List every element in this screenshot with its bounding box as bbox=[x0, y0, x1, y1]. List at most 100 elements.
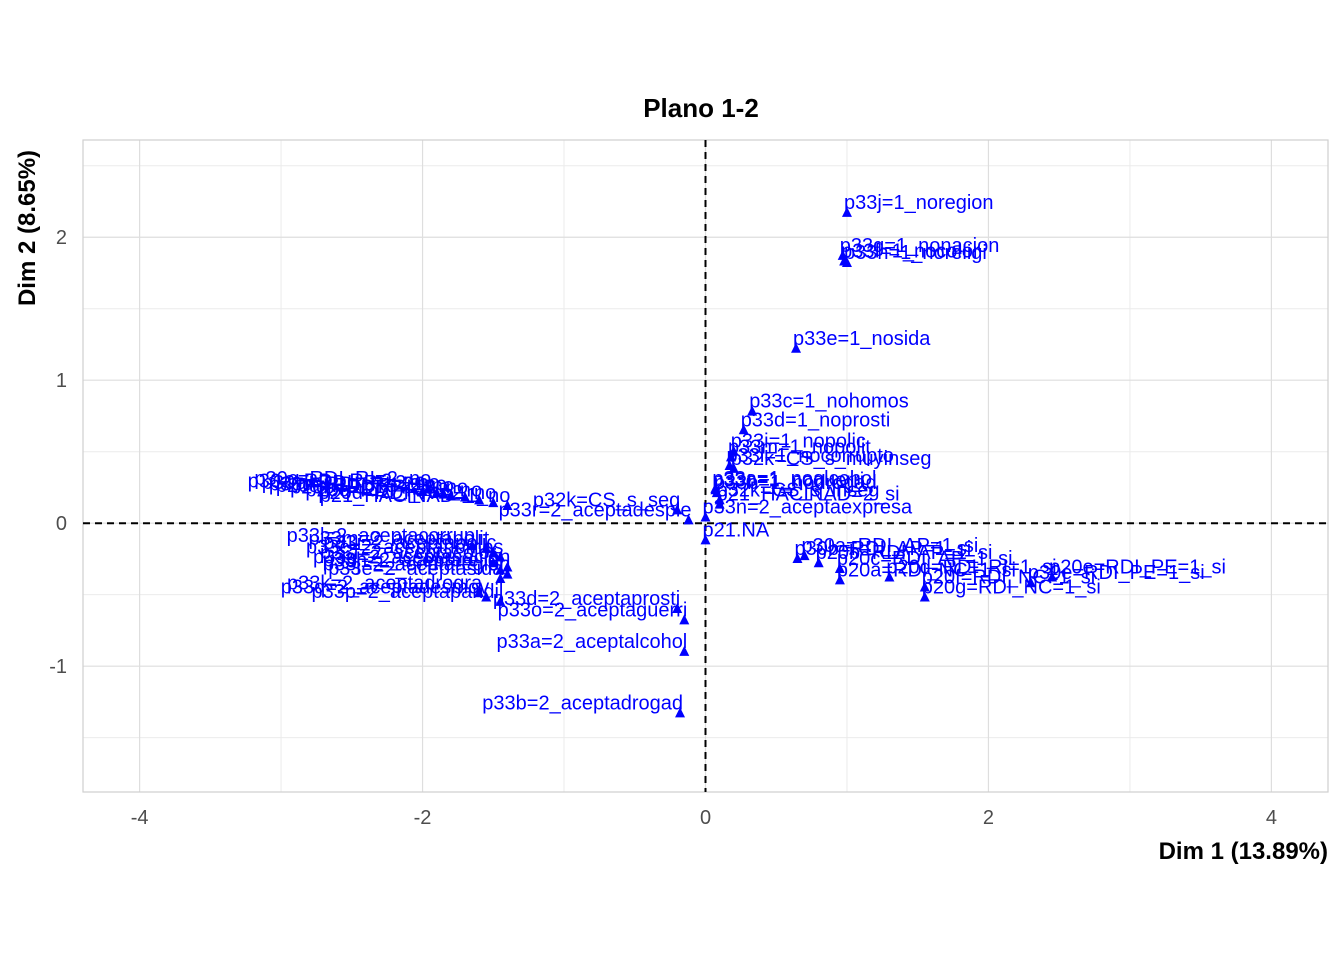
point-markers bbox=[417, 206, 1058, 718]
point-label: p20c=RDI_RI=2_no bbox=[305, 479, 482, 501]
point-marker bbox=[725, 451, 736, 462]
point-marker bbox=[495, 564, 506, 575]
point-marker bbox=[841, 206, 852, 217]
point-marker bbox=[813, 557, 824, 568]
x-tick-label: 0 bbox=[700, 807, 711, 829]
point-label: p20a=RDI_NC=1_si bbox=[837, 559, 1016, 581]
x-tick-label: 2 bbox=[983, 807, 994, 829]
point-label: p33f=1_nocolor bbox=[841, 241, 980, 263]
point-marker bbox=[467, 540, 478, 551]
point-marker bbox=[488, 557, 499, 568]
tick-labels: -4 -2 0 2 4 -1 0 1 2 bbox=[49, 227, 1277, 829]
point-marker bbox=[711, 487, 722, 498]
point-marker bbox=[791, 342, 802, 353]
point-label: p20c=RDI_AP=1_si bbox=[837, 548, 1013, 570]
point-marker bbox=[672, 504, 683, 515]
reference-lines bbox=[83, 140, 1328, 792]
point-marker bbox=[417, 485, 428, 496]
point-label: p33e=2_aceptasida bbox=[328, 558, 504, 580]
x-tick-label: -4 bbox=[131, 807, 149, 829]
point-label: p20e=RDI_PE=1_si bbox=[1049, 557, 1226, 579]
point-marker bbox=[502, 568, 513, 579]
point-marker bbox=[672, 602, 683, 613]
point-label: p33n=2_aceptaexpresa bbox=[703, 496, 913, 518]
point-label: p20b=RDI_AP=1_si bbox=[816, 542, 993, 564]
y-axis-title: Dim 2 (8.65%) bbox=[14, 150, 41, 306]
point-marker bbox=[495, 551, 506, 562]
point-label: p20d=RDI_RI=2_no bbox=[318, 482, 496, 504]
point-marker bbox=[919, 581, 930, 592]
point-marker bbox=[792, 552, 803, 563]
point-label: p33f=2_aceptacolor bbox=[320, 542, 497, 564]
point-label: p33a=1_noalcohol bbox=[712, 468, 876, 490]
point-marker bbox=[884, 571, 895, 582]
point-label: p33l=2_aceptacorrup bbox=[287, 525, 475, 547]
point-label: p33b=1_nodrogad bbox=[714, 472, 877, 494]
point-marker bbox=[834, 574, 845, 585]
point-marker bbox=[481, 542, 492, 553]
point-marker bbox=[834, 562, 845, 573]
point-label: p33p=2_aceptapandil bbox=[311, 581, 503, 603]
point-marker bbox=[474, 587, 485, 598]
point-label: p33m=1_nopolit bbox=[728, 436, 871, 458]
point-marker bbox=[799, 550, 810, 561]
point-marker bbox=[700, 534, 711, 545]
point-label: p33q=2_aceptadesmov bbox=[281, 577, 490, 599]
point-label: p33l=1_nocorrupto bbox=[727, 445, 894, 467]
point-marker bbox=[459, 491, 470, 502]
point-label: p33b=2_aceptadrogad bbox=[482, 692, 683, 714]
point-label: p30c=RDI_RI=2_no bbox=[254, 468, 431, 490]
point-label: p33c=2_aceptahomos bbox=[306, 537, 503, 559]
point-marker bbox=[919, 591, 930, 602]
x-tick-label: 4 bbox=[1266, 807, 1277, 829]
point-label: p33d=2_aceptaprosti bbox=[493, 588, 680, 610]
y-tick-label: 2 bbox=[56, 227, 67, 249]
point-marker bbox=[837, 249, 848, 260]
point-marker bbox=[679, 614, 690, 625]
point-marker bbox=[714, 498, 725, 509]
point-marker bbox=[683, 514, 694, 525]
x-tick-label: -2 bbox=[414, 807, 432, 829]
y-tick-label: 0 bbox=[56, 513, 67, 535]
point-marker bbox=[502, 500, 513, 511]
point-marker bbox=[481, 591, 492, 602]
point-label: p33c=1_nohomos bbox=[749, 391, 909, 413]
point-label: p33m=2_aceptapolit bbox=[309, 528, 490, 550]
point-marker bbox=[747, 405, 758, 416]
point-label: p32k=CS_s_inseg bbox=[717, 479, 880, 501]
point-marker bbox=[841, 256, 852, 267]
chart-title: Plano 1-2 bbox=[643, 93, 759, 123]
point-marker bbox=[700, 511, 711, 522]
point-labels: p33j=1_noregion p33g=1_nonacionp33f=1_noc… bbox=[248, 192, 1226, 714]
point-marker bbox=[495, 572, 506, 583]
point-marker bbox=[431, 487, 442, 498]
point-label: p33d=1_noprosti bbox=[741, 409, 891, 431]
point-label: p33j=2_aceptaregion bbox=[323, 554, 510, 576]
point-label: p20g=RDI_NC=1_si bbox=[922, 577, 1101, 599]
point-marker bbox=[488, 497, 499, 508]
point-label: p33r=2_aceptadesple bbox=[499, 499, 692, 521]
point-marker bbox=[474, 494, 485, 505]
point-label: p20f=RDI_NC=1_si bbox=[922, 567, 1095, 589]
point-label: p20b=RDI_RI=2_no bbox=[290, 476, 468, 498]
point-label: p30b=RDI_RI=2_no bbox=[262, 472, 440, 494]
point-marker bbox=[738, 424, 749, 435]
point-marker bbox=[728, 462, 739, 473]
point-marker bbox=[675, 707, 686, 718]
point-marker bbox=[423, 482, 434, 493]
point-label: p33i=1_nopolic bbox=[731, 431, 866, 453]
point-label: p21_HACINAD=1_no bbox=[320, 485, 511, 507]
point-label: p33a=2_aceptalcohol bbox=[497, 631, 688, 653]
point-marker bbox=[438, 488, 449, 499]
point-label: p33g=2_aceptanacion bbox=[313, 547, 510, 569]
point-label: p32k=CS_s_seg bbox=[533, 489, 680, 511]
point-label: p20a=RDI_RI=2_no bbox=[276, 475, 454, 497]
y-tick-label: 1 bbox=[56, 370, 67, 392]
point-label: p33o=1_noguerri bbox=[712, 469, 864, 491]
point-label: p33o=2_aceptaguerri bbox=[498, 599, 688, 621]
point-label: p21_HACINAD=2_si bbox=[717, 484, 900, 506]
point-marker bbox=[445, 490, 456, 501]
point-marker bbox=[488, 547, 499, 558]
point-marker bbox=[502, 561, 513, 572]
